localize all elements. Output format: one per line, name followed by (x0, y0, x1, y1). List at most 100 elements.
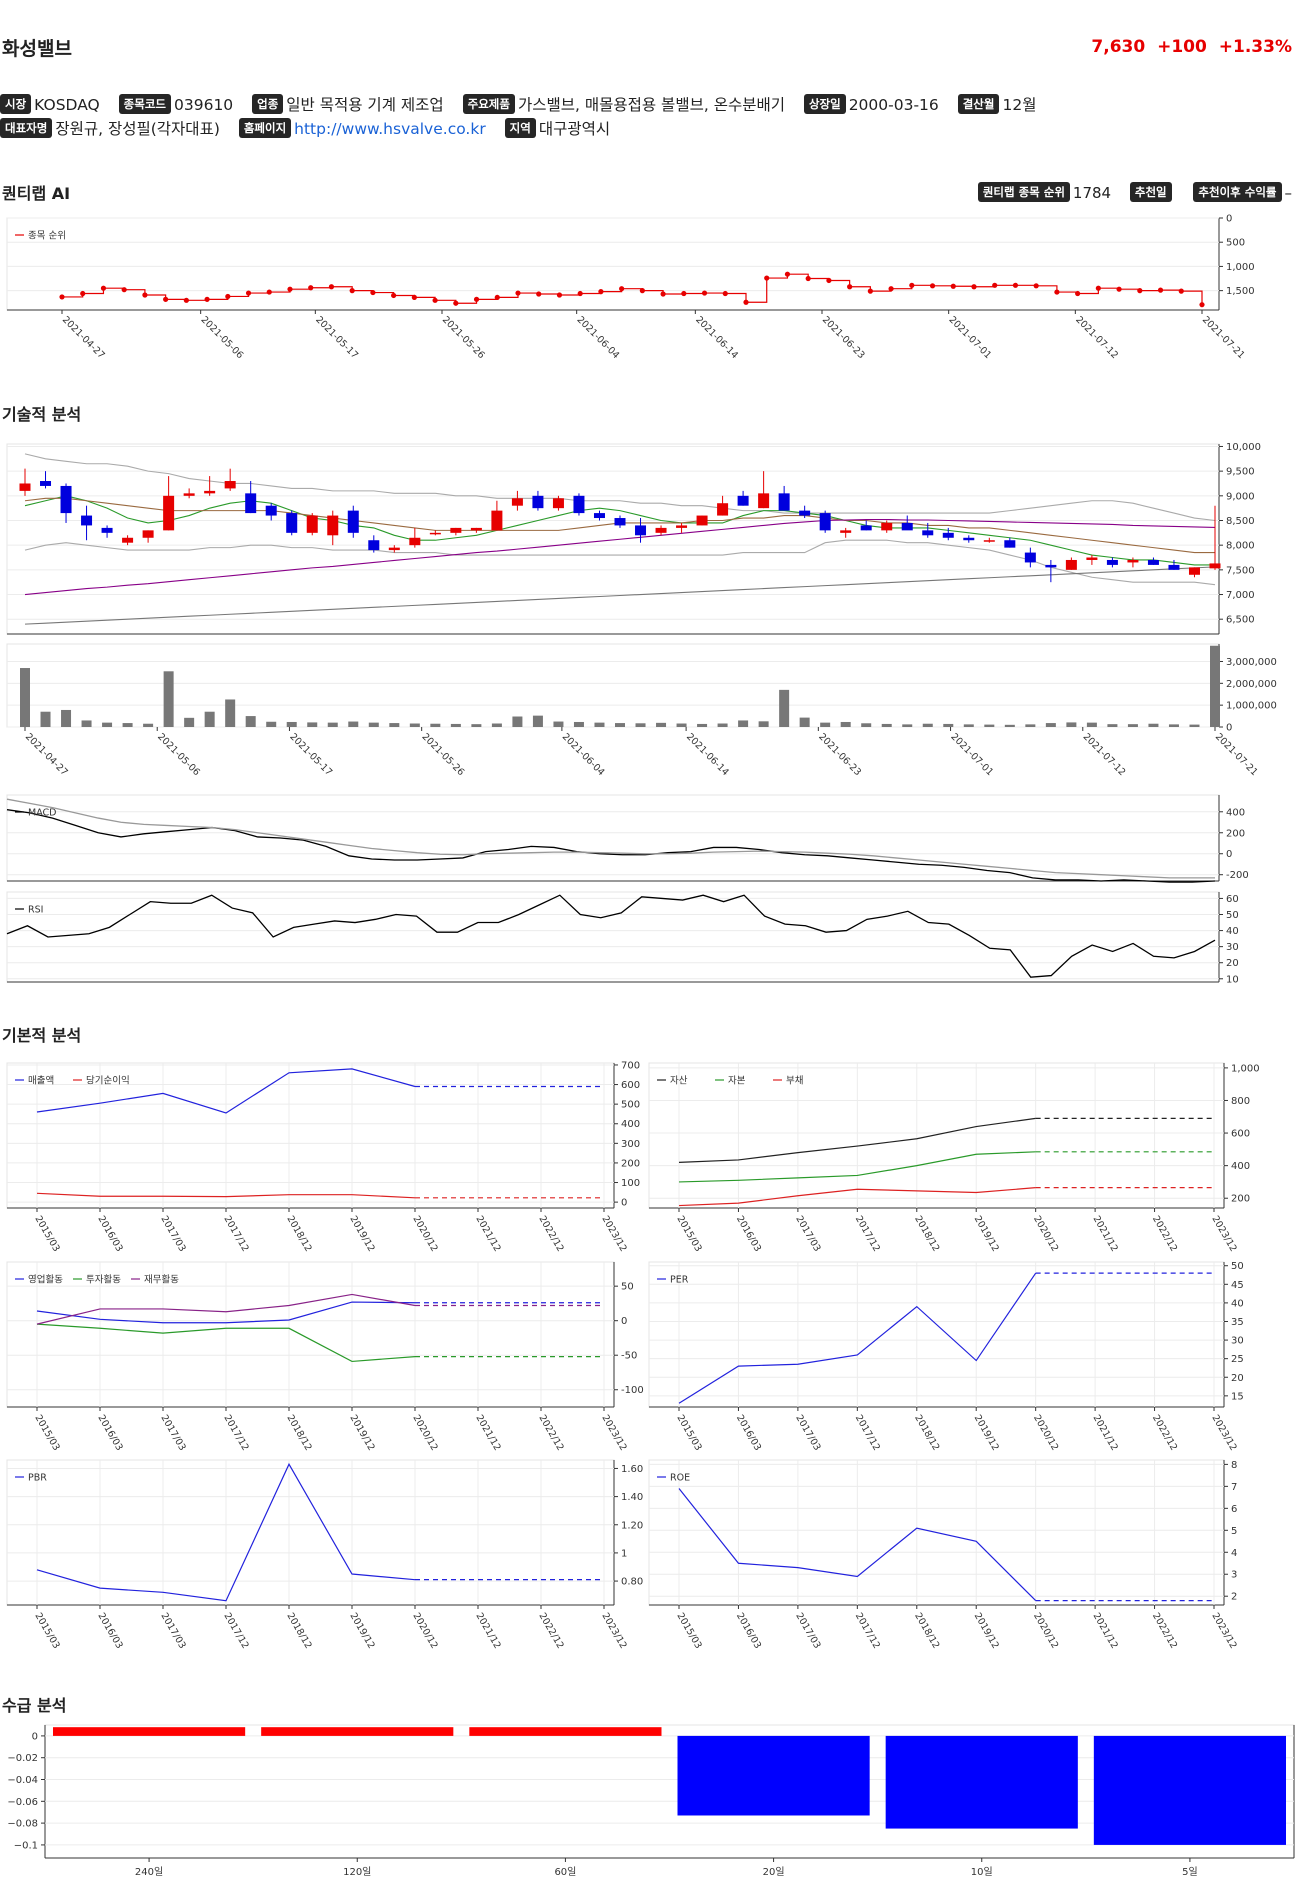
rank-value: 1784 (1072, 184, 1112, 202)
sales-chart-ytick-label: 700 (621, 1060, 640, 1071)
rank-point (639, 288, 645, 294)
supply-bar (261, 1727, 454, 1736)
roe-chart-ytick-label: 4 (1231, 1548, 1237, 1559)
balance-chart-legend-label: 자본 (728, 1076, 746, 1087)
current-price: 7,630 (1091, 37, 1146, 57)
sales-chart-xtick-label: 2023/12 (599, 1214, 628, 1254)
rank-point (660, 291, 666, 297)
volume-bar (922, 723, 933, 727)
rsi-chart-ytick-label: 30 (1226, 942, 1239, 953)
volume-bar (615, 723, 625, 727)
candle-chart-frame (6, 443, 1220, 635)
rank-point (971, 284, 977, 290)
candle-body (593, 513, 605, 519)
sales-chart-legend-label: 매출액 (28, 1075, 54, 1087)
pbr-chart-ytick-label: 1.60 (621, 1464, 643, 1475)
per-chart-ytick-label: 30 (1231, 1336, 1244, 1347)
rank-point (1157, 287, 1164, 293)
balance-chart-ytick-label: 600 (1231, 1129, 1250, 1140)
homepage-link[interactable]: http://www.hsvalve.co.kr (294, 120, 486, 138)
candle-body (758, 493, 770, 509)
per-chart-ytick-label: 35 (1231, 1317, 1244, 1328)
supply-chart-ytick-label: −0.04 (7, 1775, 38, 1786)
volume-bar (1148, 723, 1159, 727)
supply-chart-ytick-label: −0.1 (14, 1840, 38, 1851)
balance-chart-series-line (678, 1187, 1036, 1207)
sales-chart-xtick-label: 2016/03 (95, 1214, 124, 1254)
volume-bar (963, 724, 974, 727)
rank-chart-ytick-label: 0 (1226, 214, 1232, 225)
rank-xtick-label: 2021-06-14 (693, 314, 740, 361)
macd-chart-ytick-label: -200 (1226, 870, 1249, 881)
candle-body (614, 518, 626, 526)
volume-bar (758, 721, 769, 727)
pbr-chart-xtick-label: 2020/12 (410, 1611, 439, 1651)
macd-chart-legend-label: MACD (28, 808, 56, 819)
supply-xtick-label: 20일 (763, 1866, 785, 1878)
candle-body (819, 513, 831, 531)
candle-chart-ytick-label: 6,500 (1226, 615, 1255, 626)
fiscal-tag: 결산월 (957, 94, 1000, 114)
balance-chart-xtick-label: 2019/12 (972, 1214, 1001, 1254)
volume-bar (245, 716, 256, 727)
volume-xtick-label: 2021-06-23 (816, 731, 863, 778)
per-chart-xtick-label: 2017/03 (793, 1413, 822, 1453)
candle-body (306, 515, 318, 533)
rsi-chart-ytick-label: 10 (1226, 974, 1239, 985)
candle-body (388, 547, 400, 551)
volume-bar (409, 723, 420, 727)
candle-body (60, 485, 72, 514)
return-tag: 추천이후 수익률 (1193, 182, 1282, 202)
balance-chart-xtick-label: 2023/12 (1209, 1214, 1238, 1254)
volume-xtick-label: 2021-06-04 (560, 731, 607, 778)
sales-chart-legend-label: 당기순이익 (86, 1075, 130, 1087)
rank-point (308, 285, 314, 291)
candle-body (737, 495, 749, 506)
pbr-chart-xtick-label: 2015/03 (32, 1611, 61, 1651)
rank-point (391, 292, 397, 299)
rank-point (556, 292, 563, 298)
region-value: 대구광역시 (538, 120, 611, 138)
pbr-chart-frame (6, 1459, 615, 1606)
volume-bar (984, 724, 995, 727)
volume-bar (348, 721, 359, 727)
volume-bar (820, 722, 831, 727)
candle-body (1045, 564, 1057, 568)
volume-bar (1189, 724, 1200, 727)
candle-body (676, 525, 688, 528)
candle-body (511, 498, 523, 506)
macd-chart-ytick-label: 400 (1226, 807, 1245, 818)
candle-chart-ytick-label: 8,500 (1226, 516, 1255, 527)
indicator-line-ma_xlong (24, 566, 1216, 625)
rank-point (349, 288, 355, 294)
candle-chart-ytick-label: 7,000 (1226, 590, 1255, 601)
sales-chart-ytick-label: 600 (621, 1080, 640, 1091)
region-tag: 지역 (504, 118, 536, 138)
cashflow-chart-ytick-label: 50 (621, 1282, 634, 1293)
candle-body (1024, 552, 1036, 563)
rank-point (183, 297, 189, 303)
per-chart-ytick-label: 40 (1231, 1298, 1244, 1309)
indicator-line-ma_short (24, 495, 1215, 566)
candle-body (635, 525, 647, 536)
supply-chart-frame (44, 1724, 1295, 1859)
rank-chart-ytick-label: 1,000 (1226, 262, 1255, 273)
price-change-pct: +1.33% (1218, 37, 1292, 57)
rank-point (992, 282, 998, 288)
volume-bar (430, 723, 441, 727)
rank-point (287, 286, 293, 292)
per-chart-xtick-label: 2017/12 (853, 1413, 882, 1453)
cashflow-chart-xtick-label: 2017/03 (158, 1413, 187, 1453)
balance-chart-xtick-label: 2016/03 (734, 1214, 763, 1254)
volume-bar (943, 723, 954, 727)
volume-bar (881, 723, 892, 727)
candle-body (840, 530, 852, 533)
per-chart-ytick-label: 45 (1231, 1280, 1244, 1291)
rank-point (453, 300, 459, 306)
rank-point (1054, 289, 1060, 295)
volume-bar (204, 711, 215, 727)
volume-bar (717, 723, 728, 727)
roe-chart-xtick-label: 2019/12 (972, 1611, 1001, 1651)
candle-body (655, 527, 667, 533)
rank-point (764, 275, 770, 281)
